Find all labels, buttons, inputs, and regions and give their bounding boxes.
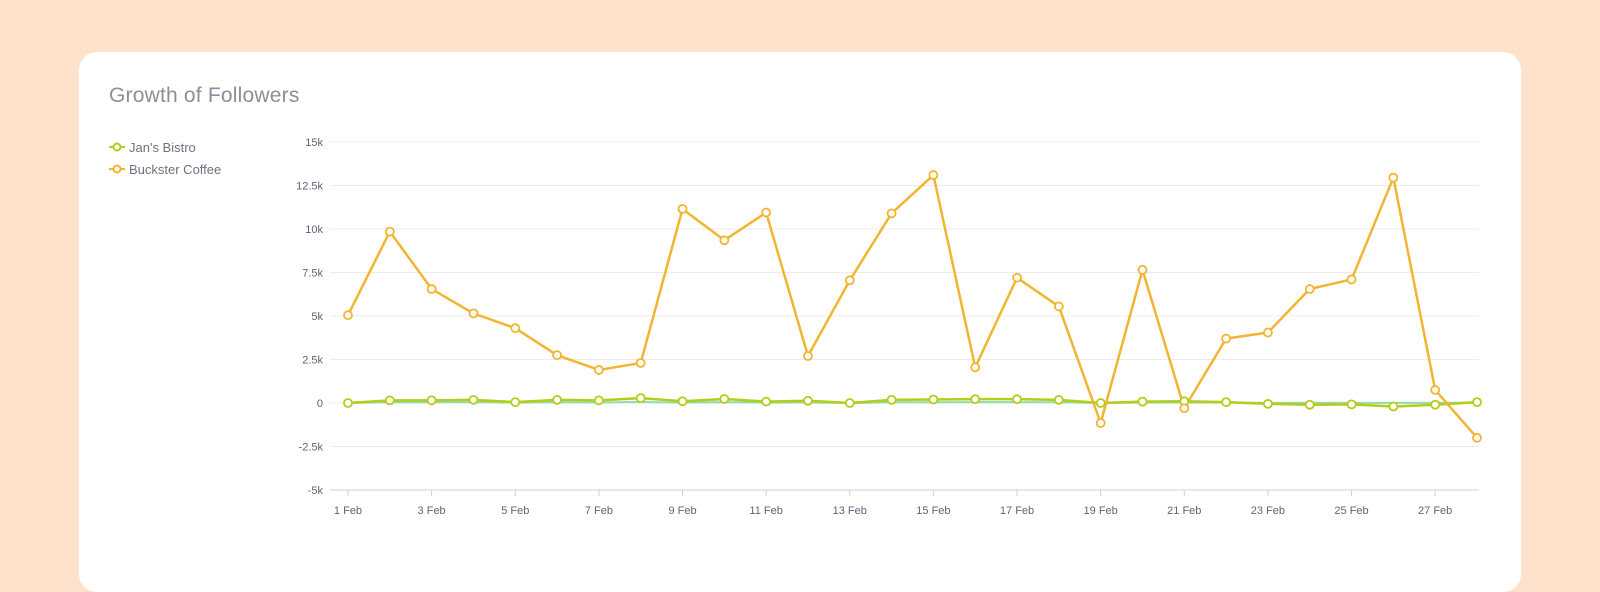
data-point-buckster-coffee[interactable] <box>1095 418 1106 428</box>
data-point-buckster-coffee[interactable] <box>1179 403 1190 414</box>
data-point-jan-s-bistro[interactable] <box>761 396 772 407</box>
line-chart: 15k 12.5k 10k 7.5k 5k 2.5k 0 -2.5k -5k 1 Feb 3 Feb… <box>296 137 1482 517</box>
x-tick-label: 11 Feb <box>749 505 782 517</box>
y-tick-label: 5k <box>311 311 323 323</box>
series-line-jan-s-bistro <box>347 396 1478 408</box>
series-line-baseline <box>347 400 1478 404</box>
data-point-buckster-coffee[interactable] <box>635 358 646 368</box>
x-tick-label: 17 Feb <box>1000 505 1034 517</box>
x-tick-label: 1 Feb <box>334 505 362 517</box>
data-point-jan-s-bistro[interactable] <box>1430 399 1441 410</box>
data-point-buckster-coffee[interactable] <box>844 275 855 286</box>
data-point-jan-s-bistro[interactable] <box>426 395 437 406</box>
data-point-buckster-coffee[interactable] <box>384 226 395 237</box>
y-tick-label: 12.5k <box>296 181 323 193</box>
data-point-jan-s-bistro[interactable] <box>1137 396 1148 407</box>
data-point-jan-s-bistro[interactable] <box>1346 399 1357 410</box>
x-tick-label: 7 Feb <box>585 505 613 517</box>
data-point-jan-s-bistro[interactable] <box>844 398 855 408</box>
x-tick-label: 13 Feb <box>833 505 867 517</box>
legend-marker-buckster-coffee <box>109 164 125 174</box>
series-line-buckster-coffee <box>346 173 1478 439</box>
data-point-jan-s-bistro[interactable] <box>677 396 688 407</box>
data-point-buckster-coffee[interactable] <box>928 170 939 180</box>
data-point-buckster-coffee[interactable] <box>1472 432 1482 443</box>
legend-label-buckster-coffee: Buckster Coffee <box>129 161 222 177</box>
x-tick-label: 21 Feb <box>1167 505 1201 517</box>
y-tick-label: 10k <box>305 224 323 236</box>
data-point-jan-s-bistro[interactable] <box>468 394 479 405</box>
data-point-jan-s-bistro[interactable] <box>803 395 813 406</box>
data-point-jan-s-bistro[interactable] <box>1095 398 1106 408</box>
x-tick-label: 23 Feb <box>1251 505 1285 517</box>
data-point-buckster-coffee[interactable] <box>1346 274 1357 285</box>
data-point-buckster-coffee[interactable] <box>552 350 562 361</box>
data-point-buckster-coffee[interactable] <box>510 323 521 334</box>
data-point-jan-s-bistro[interactable] <box>1472 397 1482 408</box>
data-point-buckster-coffee[interactable] <box>1388 172 1399 183</box>
data-point-jan-s-bistro[interactable] <box>384 395 395 406</box>
x-tick-label: 25 Feb <box>1334 505 1368 517</box>
data-point-jan-s-bistro[interactable] <box>552 394 562 405</box>
data-point-buckster-coffee[interactable] <box>343 310 353 321</box>
x-tick-label: 27 Feb <box>1418 505 1452 517</box>
legend: Jan's Bistro Buckster Coffee <box>109 136 221 180</box>
data-point-jan-s-bistro[interactable] <box>1221 397 1232 408</box>
y-tick-label: -2.5k <box>299 442 324 454</box>
data-point-jan-s-bistro[interactable] <box>593 395 604 406</box>
x-tick-label: 3 Feb <box>418 505 446 517</box>
data-point-buckster-coffee[interactable] <box>970 362 981 373</box>
data-point-jan-s-bistro[interactable] <box>1012 394 1022 405</box>
data-point-buckster-coffee[interactable] <box>593 365 604 375</box>
data-point-jan-s-bistro[interactable] <box>886 394 897 405</box>
x-tick-label: 19 Feb <box>1084 505 1118 517</box>
data-point-buckster-coffee[interactable] <box>1221 333 1232 344</box>
data-point-jan-s-bistro[interactable] <box>1263 398 1273 409</box>
data-point-buckster-coffee[interactable] <box>426 284 437 294</box>
legend-item-buckster-coffee[interactable]: Buckster Coffee <box>109 158 221 180</box>
y-tick-label: -5k <box>308 485 324 497</box>
data-point-buckster-coffee[interactable] <box>1137 264 1148 275</box>
data-point-buckster-coffee[interactable] <box>1012 272 1022 283</box>
data-point-jan-s-bistro[interactable] <box>635 393 646 404</box>
legend-item-jans-bistro[interactable]: Jan's Bistro <box>109 136 221 158</box>
data-point-buckster-coffee[interactable] <box>677 204 688 214</box>
chart-card: Growth of Followers Jan's Bistro Buckste… <box>79 52 1521 592</box>
legend-label-jans-bistro: Jan's Bistro <box>129 139 196 155</box>
data-point-buckster-coffee[interactable] <box>761 207 772 218</box>
data-point-buckster-coffee[interactable] <box>719 235 730 246</box>
data-point-buckster-coffee[interactable] <box>1430 385 1441 395</box>
x-tick-label: 5 Feb <box>501 505 529 517</box>
data-point-jan-s-bistro[interactable] <box>970 394 981 405</box>
y-tick-label: 15k <box>305 137 323 149</box>
data-point-jan-s-bistro[interactable] <box>1388 401 1399 412</box>
data-point-jan-s-bistro[interactable] <box>1053 394 1064 405</box>
chart-title: Growth of Followers <box>109 84 300 107</box>
y-tick-label: 2.5k <box>302 355 323 367</box>
data-point-buckster-coffee[interactable] <box>803 351 813 361</box>
data-point-jan-s-bistro[interactable] <box>719 394 730 404</box>
y-tick-label: 0 <box>317 398 323 410</box>
data-point-jan-s-bistro[interactable] <box>343 398 353 408</box>
data-point-buckster-coffee[interactable] <box>1304 284 1315 294</box>
data-point-buckster-coffee[interactable] <box>468 308 479 319</box>
data-point-jan-s-bistro[interactable] <box>1304 399 1315 410</box>
x-tick-label: 15 Feb <box>916 505 950 517</box>
legend-marker-jans-bistro <box>109 142 125 152</box>
data-point-jan-s-bistro[interactable] <box>510 397 521 408</box>
data-point-buckster-coffee[interactable] <box>1263 327 1273 338</box>
x-tick-label: 9 Feb <box>668 505 696 517</box>
data-point-buckster-coffee[interactable] <box>1053 301 1064 312</box>
data-point-buckster-coffee[interactable] <box>886 208 897 219</box>
y-tick-label: 7.5k <box>302 268 323 280</box>
data-point-jan-s-bistro[interactable] <box>928 394 939 405</box>
